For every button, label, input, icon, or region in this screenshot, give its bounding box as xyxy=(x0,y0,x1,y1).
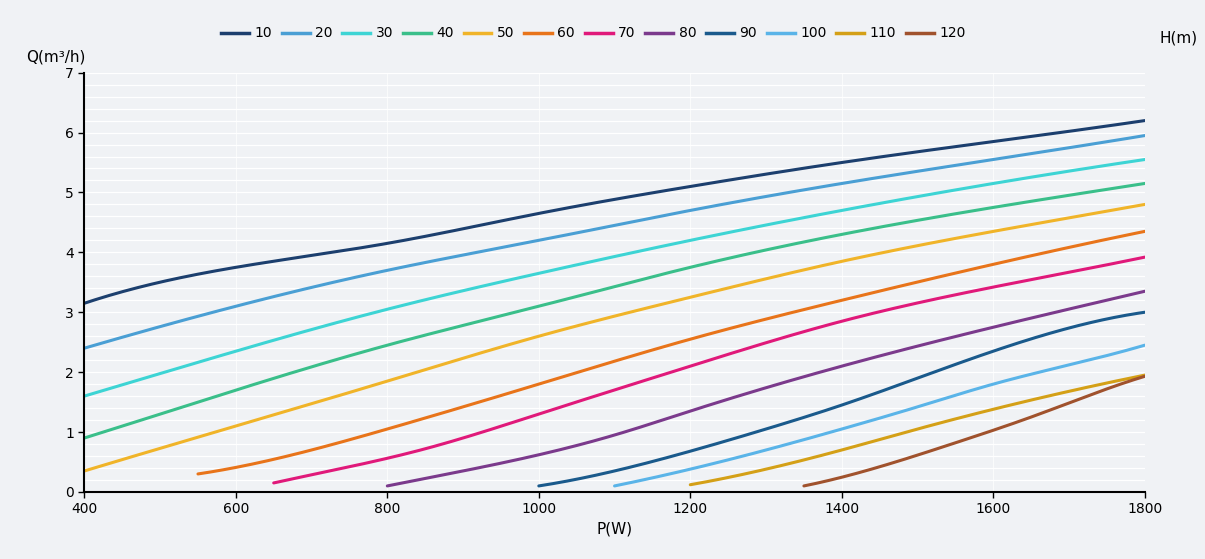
Legend: 10, 20, 30, 40, 50, 60, 70, 80, 90, 100, 110, 120: 10, 20, 30, 40, 50, 60, 70, 80, 90, 100,… xyxy=(216,21,971,46)
X-axis label: P(W): P(W) xyxy=(596,522,633,537)
Text: Q(m³/h): Q(m³/h) xyxy=(27,49,86,64)
Text: H(m): H(m) xyxy=(1159,31,1198,46)
